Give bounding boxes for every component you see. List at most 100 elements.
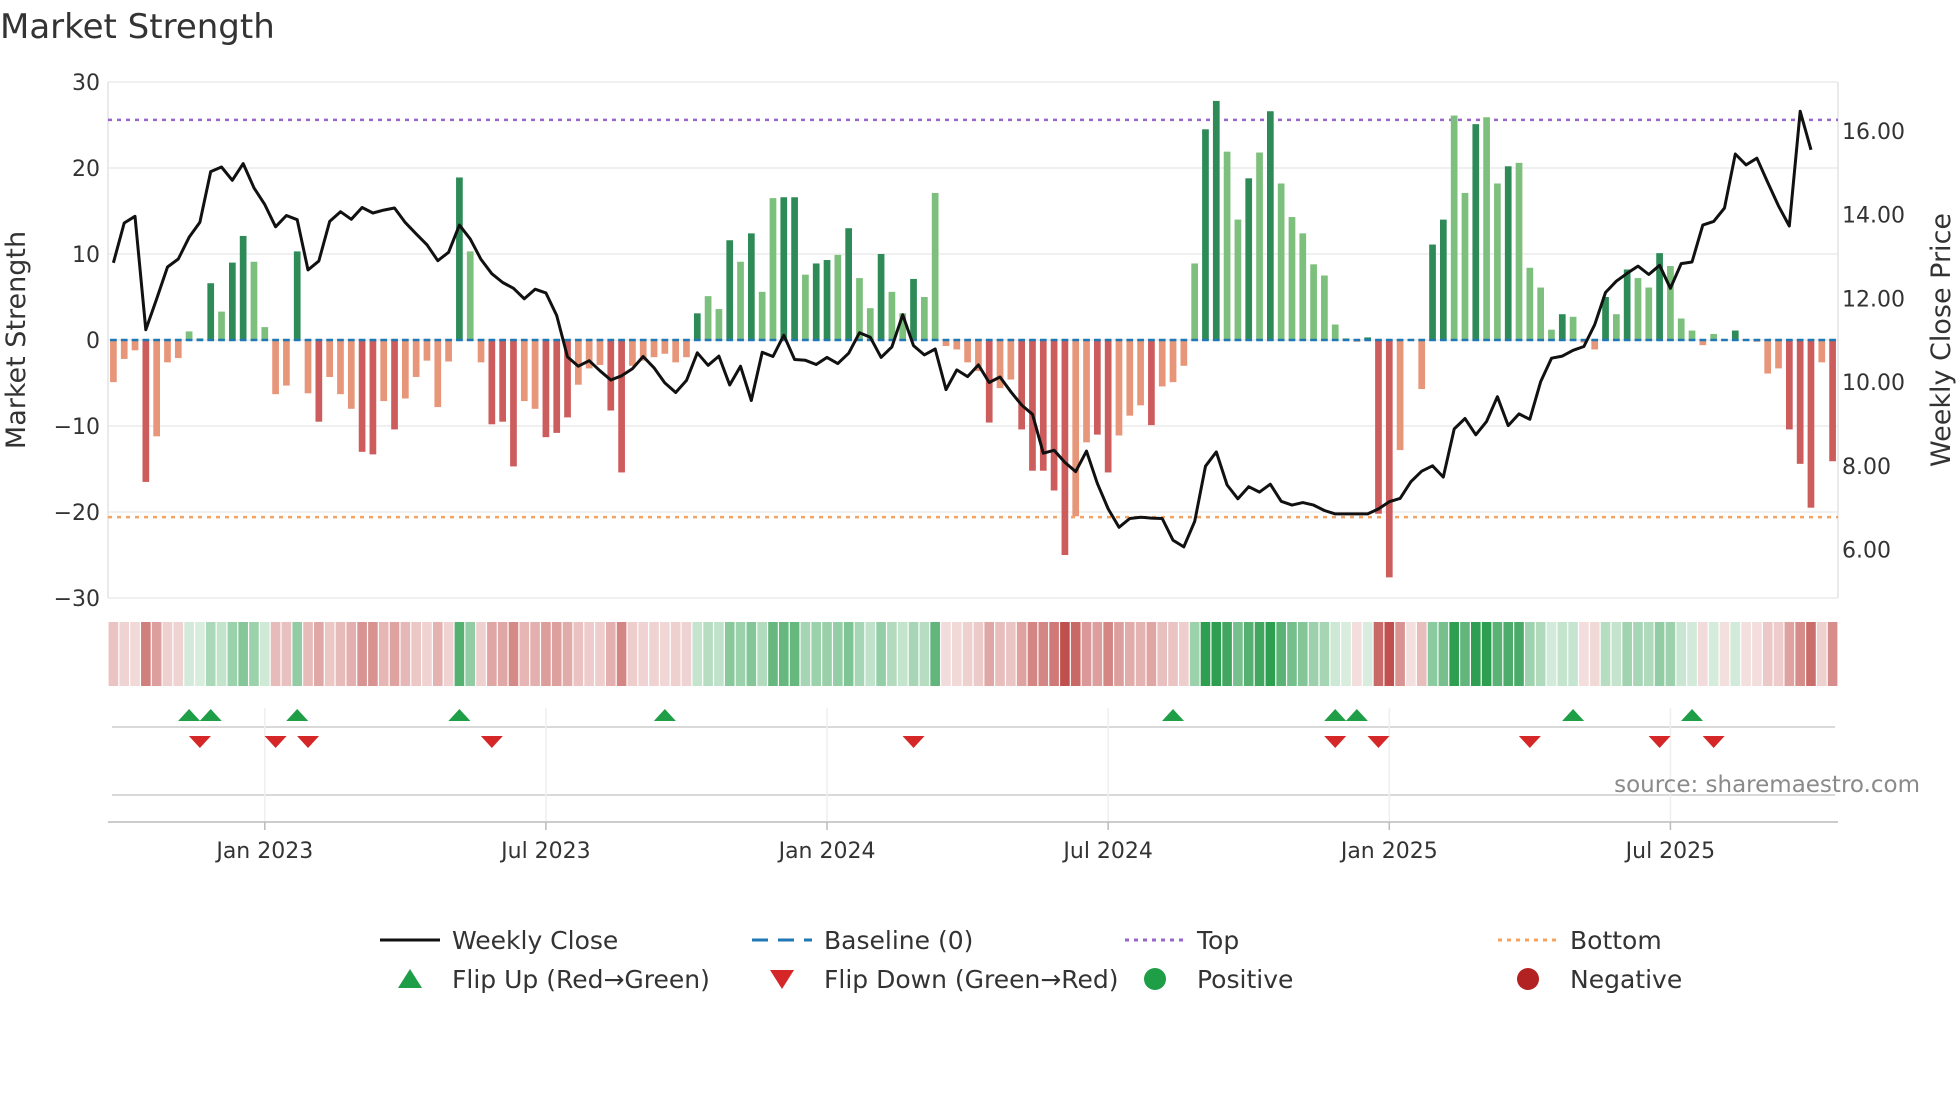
strength-bar [499, 340, 507, 422]
strength-bar [1418, 340, 1426, 390]
strip-cell [1373, 622, 1384, 686]
legend-label: Baseline (0) [824, 926, 973, 955]
strip-cell [184, 622, 194, 686]
flip-up-marker [1162, 709, 1185, 721]
legend-item-up: Flip Up (Red→Green) [398, 965, 710, 994]
strength-bar [1018, 340, 1026, 430]
legend-label: Weekly Close [452, 926, 618, 955]
strip-cell [1308, 622, 1319, 686]
strip-cell [800, 622, 811, 686]
strength-bar [110, 340, 117, 383]
strength-bar [1677, 318, 1685, 340]
strength-bar [1731, 330, 1739, 340]
strip-cell [973, 622, 984, 686]
strength-bar [1450, 115, 1458, 340]
strip-cell [162, 622, 173, 686]
legend-label: Top [1196, 926, 1239, 955]
x-axis: Jan 2023 Jul 2023 Jan 2024 Jul 2024 Jan 2025… [108, 821, 1838, 864]
strip-cell [854, 622, 865, 686]
strength-bar [1396, 340, 1404, 451]
strip-cell [497, 622, 508, 686]
strength-bar [845, 228, 853, 340]
strength-bar [1115, 340, 1123, 436]
legend-item-line: Weekly Close [380, 926, 618, 955]
strength-bar [802, 274, 809, 340]
strip-cell [919, 622, 930, 686]
strength-bar [477, 340, 485, 363]
strip-cell [1762, 622, 1773, 686]
strength-bar [953, 340, 961, 350]
strength-bar [1385, 340, 1393, 578]
strip-cell [1449, 622, 1459, 686]
right-tick-label: 10.00 [1842, 371, 1905, 396]
strip-cell [443, 622, 454, 686]
strength-bar [1461, 192, 1469, 340]
strip-cell [1070, 622, 1081, 686]
legend-label: Positive [1197, 965, 1293, 994]
x-tick-label: Jan 2025 [1339, 839, 1438, 864]
strip-cell [811, 622, 822, 686]
flip-down-marker [264, 736, 287, 748]
strength-bar [315, 340, 323, 422]
strength-bar [791, 197, 798, 340]
strength-bar [910, 278, 917, 340]
strip-cell [1687, 622, 1697, 686]
strip-cell [292, 622, 303, 686]
strip-cell [314, 622, 324, 686]
strip-cell [1741, 622, 1751, 686]
strength-bar [672, 340, 680, 363]
strength-bar [1623, 269, 1631, 340]
strip-cell [205, 622, 216, 686]
strength-bar [1483, 117, 1490, 340]
strength-bar [1104, 340, 1112, 473]
strip-cell [908, 622, 919, 686]
strip-cell [735, 622, 746, 686]
strip-cell [1470, 622, 1481, 686]
legend-item-positive: Positive [1144, 965, 1293, 994]
strength-bar [520, 340, 528, 402]
flip-up-marker [1562, 709, 1585, 721]
strip-cell [357, 622, 367, 686]
strip-cell [1816, 622, 1827, 686]
strip-cell [551, 622, 562, 686]
strength-bar [726, 240, 734, 340]
strip-cell [1103, 622, 1113, 686]
strength-bar [1699, 340, 1707, 346]
strength-bar [1667, 266, 1674, 340]
strength-bar [1223, 151, 1231, 340]
strip-cell [238, 622, 248, 686]
strip-cell [995, 622, 1005, 686]
strip-cell [1038, 622, 1049, 686]
flip-down-marker [1324, 736, 1347, 748]
strength-bar [737, 261, 744, 340]
strength-bar [1364, 337, 1372, 340]
strength-bar [1310, 264, 1317, 340]
strength-bar [931, 192, 939, 340]
strength-bar [683, 340, 690, 358]
strength-bar [747, 233, 755, 340]
strip-cell [1146, 622, 1157, 686]
strip-cell [616, 622, 627, 686]
strip-cell [141, 622, 151, 686]
strip-cell [681, 622, 692, 686]
strength-bar [1234, 219, 1242, 340]
weekly-close-line [111, 109, 1813, 549]
strength-bar [239, 235, 247, 340]
strength-bar [1710, 333, 1718, 340]
strip-cell [1752, 622, 1762, 686]
strength-bar [142, 340, 150, 482]
strength-bar [1645, 287, 1653, 340]
strip-cell [1124, 622, 1135, 686]
strength-bar [1050, 340, 1058, 491]
strength-bar [510, 340, 517, 467]
strip-cell [1503, 622, 1514, 686]
strength-bar [1007, 340, 1015, 380]
strip-cell [778, 622, 789, 686]
strength-bar [164, 340, 171, 363]
strength-bar [250, 261, 258, 340]
x-tick-label: Jan 2024 [777, 839, 876, 864]
strip-cell [422, 622, 432, 686]
strip-cell [1092, 622, 1103, 686]
strip-cell [1579, 622, 1589, 686]
strip-cell [703, 622, 713, 686]
